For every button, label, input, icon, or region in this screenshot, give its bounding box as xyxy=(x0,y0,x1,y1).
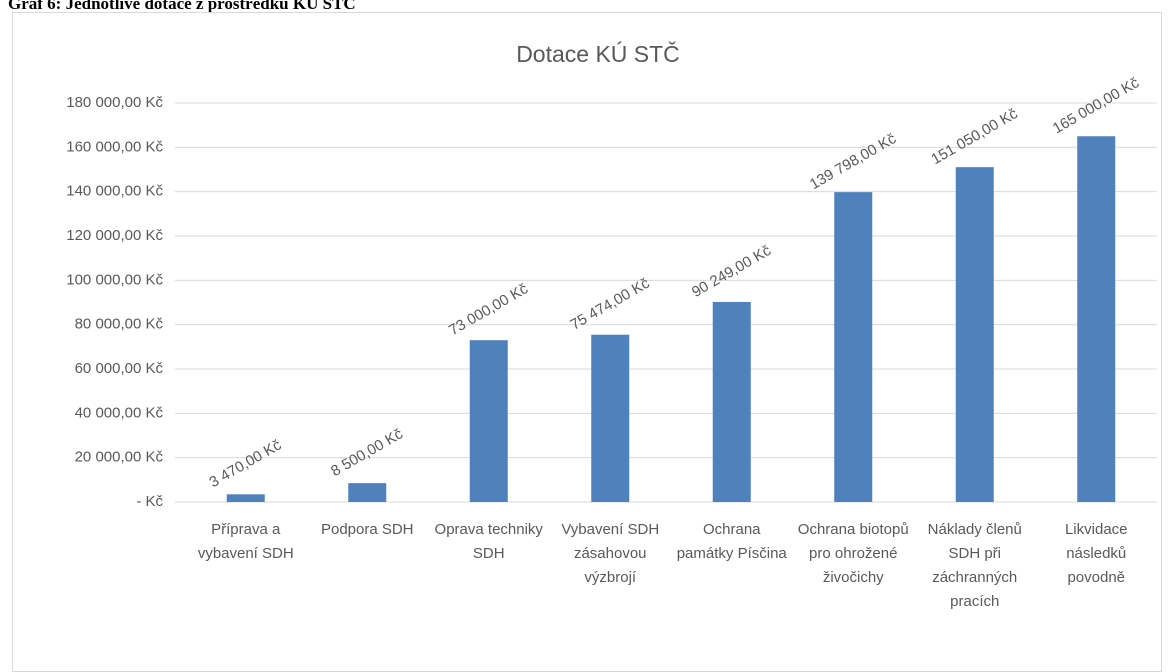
x-tick-label: Ochrana biotopů pro ohrožené živočichy xyxy=(797,521,909,586)
x-tick-label: Likvidace následků povodně xyxy=(1064,521,1128,586)
data-label: 151 050,00 Kč xyxy=(928,105,1021,168)
caption: Graf 6: Jednotlivé dotace z prostředků K… xyxy=(8,0,356,13)
y-tick-label: 60 000,00 Kč xyxy=(75,360,164,377)
y-tick-label: 100 000,00 Kč xyxy=(66,271,163,288)
bar xyxy=(712,301,751,502)
bar xyxy=(1077,136,1116,502)
chart-title: Dotace KÚ STČ xyxy=(516,40,680,67)
y-tick-label: 120 000,00 Kč xyxy=(66,227,163,244)
x-tick-label: Vybavení SDH zásahovou výzbrojí xyxy=(561,521,660,586)
x-tick-label: Náklady členů SDH při záchranných pracíc… xyxy=(927,521,1022,610)
x-tick-label: Příprava a vybavení SDH xyxy=(197,521,294,562)
data-label: 139 798,00 Kč xyxy=(807,130,900,193)
data-label: 8 500,00 Kč xyxy=(328,425,406,480)
bar xyxy=(591,334,630,502)
bar xyxy=(226,494,265,502)
y-tick-label: 40 000,00 Kč xyxy=(75,404,164,421)
y-tick-label: 140 000,00 Kč xyxy=(66,183,163,200)
bar xyxy=(955,167,994,503)
y-tick-label: 160 000,00 Kč xyxy=(66,138,163,155)
data-label: 73 000,00 Kč xyxy=(446,280,531,339)
y-tick-label: - Kč xyxy=(136,493,163,510)
y-tick-label: 180 000,00 Kč xyxy=(66,94,163,111)
y-tick-label: 20 000,00 Kč xyxy=(75,449,164,466)
x-tick-label: Ochrana památky Písčina xyxy=(676,521,787,562)
bar xyxy=(469,340,508,502)
bar xyxy=(834,192,873,502)
data-label: 3 470,00 Kč xyxy=(207,436,285,491)
x-tick-label: Podpora SDH xyxy=(320,521,414,538)
data-label: 90 249,00 Kč xyxy=(689,242,774,301)
data-label: 165 000,00 Kč xyxy=(1050,74,1143,137)
x-tick-label: Oprava techniky SDH xyxy=(434,521,543,562)
bar xyxy=(348,483,387,502)
y-tick-label: 80 000,00 Kč xyxy=(75,316,164,333)
